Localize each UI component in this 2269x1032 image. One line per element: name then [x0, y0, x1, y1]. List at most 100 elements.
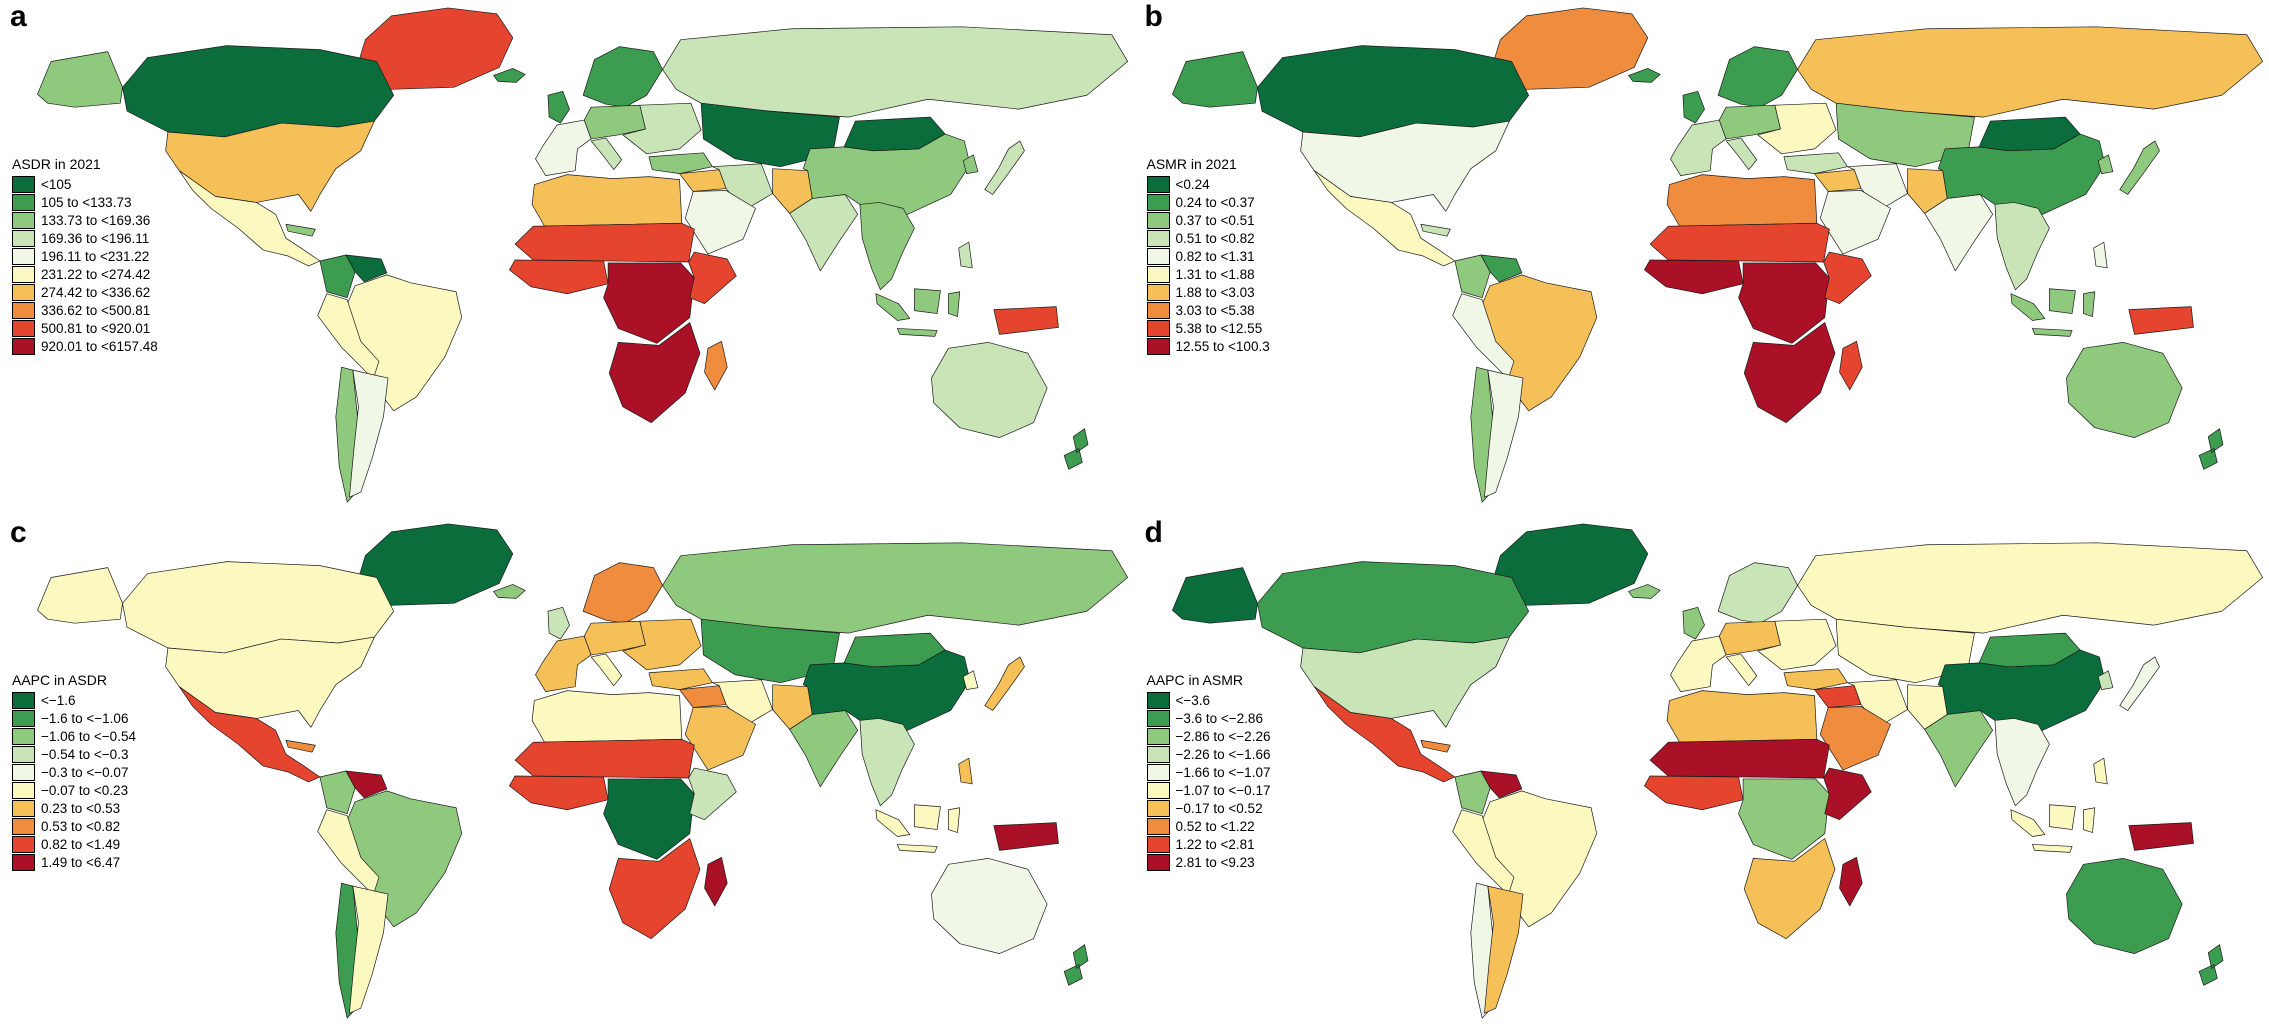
region-arabian-peninsula	[685, 191, 755, 255]
region-venezuela	[1481, 255, 1522, 282]
region-korea	[963, 671, 978, 690]
region-caribbean	[286, 740, 315, 752]
legend-row: 0.51 to <0.82	[1146, 229, 1270, 247]
legend-color-swatch	[1146, 265, 1170, 283]
legend-label: 1.88 to <3.03	[1175, 284, 1255, 300]
region-eastern-europe	[1757, 619, 1835, 670]
region-iceland	[494, 68, 526, 82]
region-caribbean	[286, 224, 315, 236]
panel-c-aapc-asdr-map: c	[0, 516, 1135, 1032]
legend-color-swatch	[1146, 727, 1170, 745]
legend-color-swatch	[1146, 709, 1170, 727]
legend-label: <0.24	[1175, 176, 1210, 192]
region-usa	[166, 637, 375, 727]
world-map-asdr	[0, 0, 1135, 516]
region-peru	[318, 810, 379, 895]
region-central-africa	[604, 779, 695, 859]
legend-label: 0.52 to <1.22	[1175, 818, 1255, 834]
region-mongolia	[1979, 633, 2080, 667]
region-iceland	[494, 584, 526, 598]
region-italy	[591, 654, 622, 686]
legend-aapc-asdr: AAPC in ASDR <−1.6 −1.6 to <−1.06 −1.06 to…	[12, 672, 136, 871]
region-western-europe	[1670, 120, 1726, 176]
region-east-africa	[689, 252, 737, 304]
region-mongolia	[1979, 117, 2080, 151]
legend-label: −0.54 to <−0.3	[41, 746, 129, 762]
region-venezuela	[346, 771, 387, 798]
panel-label-a: a	[10, 0, 27, 33]
legend-row: 5.38 to <12.55	[1146, 319, 1270, 337]
legend-color-swatch	[12, 319, 35, 337]
panel-label-b: b	[1144, 0, 1163, 33]
region-north-africa	[1667, 691, 1817, 743]
legend-color-swatch	[1146, 835, 1170, 853]
legend-asdr: ASDR in 2021 <105 105 to <133.73 133.73 to…	[12, 156, 158, 355]
legend-row: 336.62 to <500.81	[12, 301, 158, 319]
region-sahel	[1650, 739, 1829, 778]
region-japan	[985, 141, 1025, 195]
panel-d-aapc-asmr-map: d	[1134, 516, 2269, 1032]
region-mexico	[1314, 171, 1455, 266]
legend-label: −1.66 to <−1.07	[1175, 764, 1271, 780]
region-argentina	[349, 886, 388, 1013]
region-indonesia	[876, 805, 960, 853]
region-scandinavia	[583, 563, 662, 624]
legend-row: −0.17 to <0.52	[1146, 799, 1271, 817]
legend-label: 105 to <133.73	[41, 194, 132, 210]
legend-color-swatch	[12, 247, 35, 265]
region-turkey	[649, 669, 713, 690]
region-korea	[2098, 671, 2113, 690]
region-scandinavia	[1718, 47, 1797, 108]
legend-color-swatch	[12, 337, 35, 355]
legend-title: ASDR in 2021	[12, 156, 101, 172]
region-mongolia	[844, 633, 945, 667]
legend-row: 196.11 to <231.22	[12, 247, 158, 265]
legend-label: −3.6 to <−2.86	[1175, 710, 1263, 726]
legend-row: 0.52 to <1.22	[1146, 817, 1271, 835]
region-turkey	[649, 153, 713, 174]
region-west-africa	[509, 260, 608, 294]
legend-row: −1.07 to <−0.17	[1146, 781, 1271, 799]
region-uk	[548, 91, 570, 123]
legend-row: 2.81 to <9.23	[1146, 853, 1271, 871]
legend-row: 0.24 to <0.37	[1146, 193, 1270, 211]
legend-color-swatch	[1146, 175, 1170, 193]
region-russia	[1797, 543, 2262, 633]
legend-color-swatch	[12, 853, 35, 871]
region-japan	[2119, 657, 2159, 711]
region-north-africa	[532, 691, 682, 743]
region-argentina	[349, 370, 388, 497]
region-east-africa	[1823, 768, 1871, 820]
legend-row: 1.31 to <1.88	[1146, 265, 1270, 283]
legend-label: 500.81 to <920.01	[41, 320, 151, 336]
region-western-europe	[1670, 636, 1726, 692]
legend-color-swatch	[12, 709, 35, 727]
region-central-africa	[1738, 263, 1829, 343]
region-peru	[1452, 294, 1513, 379]
legend-label: −0.3 to <−0.07	[41, 764, 129, 780]
legend-row: −0.07 to <0.23	[12, 781, 136, 799]
legend-row: <0.24	[1146, 175, 1270, 193]
region-central-africa	[1738, 779, 1829, 859]
legend-row: <105	[12, 175, 158, 193]
region-colombia	[1454, 771, 1489, 814]
legend-label: 12.55 to <100.3	[1175, 338, 1270, 354]
legend-label: 920.01 to <6157.48	[41, 338, 158, 354]
legend-color-swatch	[1146, 799, 1170, 817]
region-indonesia	[876, 289, 960, 337]
region-colombia	[320, 771, 355, 814]
legend-label: 0.24 to <0.37	[1175, 194, 1255, 210]
world-map-asmr	[1135, 0, 2269, 516]
legend-label: −1.07 to <−0.17	[1175, 782, 1271, 798]
legend-rows: <0.24 0.24 to <0.37 0.37 to <0.51 0.51 to <…	[1146, 175, 1270, 355]
region-canada	[1257, 46, 1528, 137]
region-mexico	[179, 171, 320, 266]
legend-label: 0.82 to <1.49	[41, 836, 121, 852]
region-southeast-asia	[860, 718, 914, 805]
legend-color-swatch	[12, 763, 35, 781]
region-north-africa	[532, 175, 682, 227]
region-iceland	[1628, 584, 1660, 598]
legend-row: 12.55 to <100.3	[1146, 337, 1270, 355]
region-uk	[1682, 91, 1704, 123]
legend-row: −2.26 to <−1.66	[1146, 745, 1270, 763]
